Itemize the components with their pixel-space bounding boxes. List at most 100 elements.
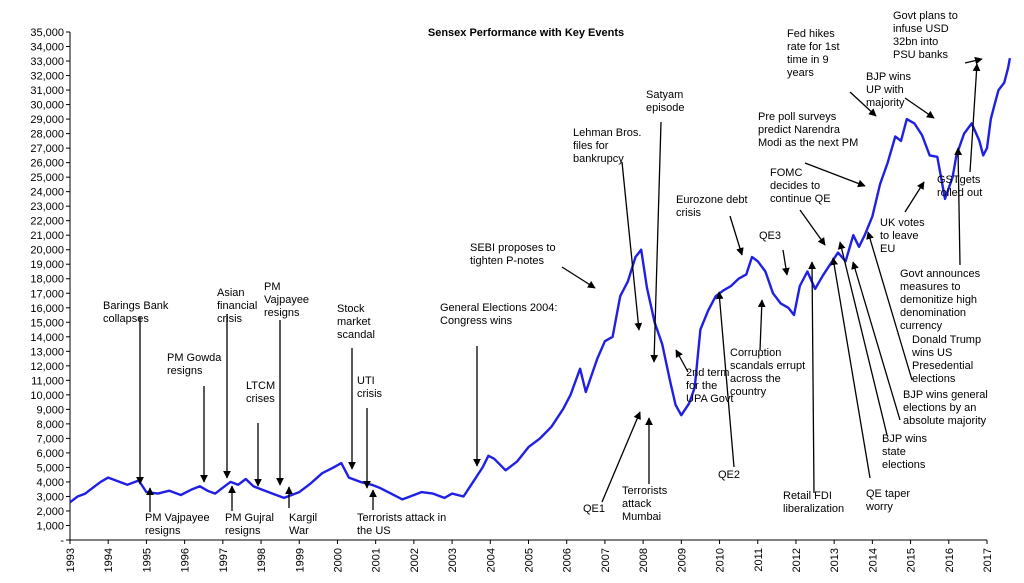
y-tick-label: 14,000	[30, 332, 64, 344]
event-label: Govt announces measures to demonitize high…	[900, 268, 981, 332]
event-annotation: BJP wins general elections by an absolute …	[851, 261, 988, 427]
event-annotation: PM Gowda resigns	[167, 352, 222, 483]
event-annotation: Fed hikes rate for 1st time in 9 years	[787, 28, 877, 117]
y-tick-label: 30,000	[30, 100, 64, 112]
x-axis: 1993 1994 1995 1996 1997 1998 1999 2000 2001 2002…	[65, 539, 994, 572]
event-label: Donald Trump wins US Presedential elections	[911, 334, 981, 385]
y-tick-label: 24,000	[30, 187, 64, 199]
event-annotation: UTI crisis	[357, 375, 383, 489]
event-label: Terrorists attack in the US	[357, 512, 446, 537]
x-tick-label: 2001	[371, 548, 383, 572]
event-annotation: Govt announces measures to demonitize high…	[900, 147, 981, 332]
y-tick-label: 27,000	[30, 143, 64, 155]
y-tick-label: 2,000	[36, 506, 64, 518]
x-tick-label: 2010	[715, 548, 727, 572]
event-label: SEBI proposes to tighten P-notes	[470, 242, 556, 267]
y-tick-label: 6,000	[36, 448, 64, 460]
x-tick-label: 2014	[867, 548, 879, 572]
y-tick-label: 12,000	[30, 361, 64, 373]
event-annotation: SEBI proposes to tighten P-notes	[470, 242, 596, 289]
event-label: UK votes to leave EU	[880, 217, 925, 255]
event-label: BJP wins state elections	[882, 433, 928, 471]
y-tick-label: 17,000	[30, 288, 64, 300]
y-tick-label: 10,000	[30, 390, 64, 402]
event-label: QE3	[759, 230, 781, 242]
x-tick-label: 2007	[600, 548, 612, 572]
x-tick-label: 2013	[829, 548, 841, 572]
event-label: Pre poll surveys predict Narendra Modi as …	[758, 111, 858, 149]
event-annotation: Stock market scandal	[337, 303, 375, 470]
y-tick-label: -	[60, 535, 64, 547]
event-arrow	[866, 231, 913, 381]
event-annotation: QE taper worry	[830, 257, 910, 513]
x-tick-label: 2005	[524, 548, 536, 572]
sensex-series-line	[69, 57, 1012, 504]
event-annotation: Kargil War	[285, 486, 317, 537]
event-label: QE taper worry	[865, 488, 910, 513]
event-label: General Elections 2004: Congress wins	[440, 302, 557, 327]
y-tick-label: 16,000	[30, 303, 64, 315]
y-tick-label: 25,000	[30, 172, 64, 184]
y-tick-label: 28,000	[30, 129, 64, 141]
event-arrow	[964, 56, 983, 65]
event-label: Barings Bank collapses	[103, 300, 169, 325]
y-tick-label: 22,000	[30, 216, 64, 228]
y-tick-label: 21,000	[30, 230, 64, 242]
event-annotation: QE2	[715, 291, 740, 481]
y-tick-label: 32,000	[30, 71, 64, 83]
event-arrow	[837, 241, 888, 436]
y-tick-label: 9,000	[36, 404, 64, 416]
event-annotation: UK votes to leave EU	[880, 181, 925, 255]
event-label: Stock market scandal	[337, 303, 375, 341]
event-annotation: General Elections 2004: Congress wins	[440, 302, 557, 467]
event-label: PM Vajpayee resigns	[264, 281, 309, 319]
event-arrow	[904, 181, 925, 213]
event-arrow	[851, 261, 901, 421]
x-tick-label: 1999	[294, 548, 306, 572]
event-label: Satyam episode	[646, 89, 685, 114]
event-label: QE2	[718, 469, 740, 481]
event-label: Asian financial crisis	[217, 287, 257, 325]
y-tick-label: 20,000	[30, 245, 64, 257]
y-tick-label: 7,000	[36, 433, 64, 445]
y-axis: - 1,000 2,000 3,000 4,000 5,000 6,000 7,000 8,00…	[30, 27, 71, 547]
event-label: FOMC decides to continue QE	[770, 167, 831, 205]
event-label: PM Vajpayee resigns	[145, 512, 210, 537]
event-annotation: BJP wins UP with majority	[866, 71, 935, 119]
event-arrow	[969, 63, 981, 173]
event-annotation: Satyam episode	[646, 89, 685, 363]
event-label: Kargil War	[289, 512, 317, 537]
x-tick-label: 2002	[409, 548, 421, 572]
event-annotation: FOMC decides to continue QE	[770, 167, 831, 246]
event-annotation: BJP wins state elections	[837, 241, 928, 471]
event-arrow	[830, 257, 871, 479]
x-tick-label: 2015	[906, 548, 918, 572]
event-annotation: Eurozone debt crisis	[676, 194, 748, 256]
x-tick-label: 1996	[180, 548, 192, 572]
chart-title: Sensex Performance with Key Events	[428, 27, 624, 39]
event-label: Fed hikes rate for 1st time in 9 years	[787, 28, 840, 79]
x-tick-label: 1994	[103, 548, 115, 572]
x-tick-label: 2016	[944, 548, 956, 572]
x-tick-label: 2011	[753, 548, 765, 572]
event-annotation: Barings Bank collapses	[103, 300, 169, 485]
y-tick-label: 26,000	[30, 158, 64, 170]
event-annotation: Lehman Bros. files for bankrupcy	[573, 127, 643, 331]
plot-area	[69, 57, 1012, 504]
x-tick-label: 1997	[218, 548, 230, 572]
event-arrow	[954, 147, 963, 266]
event-annotation: PM Vajpayee resigns	[264, 281, 309, 486]
y-tick-label: 4,000	[36, 477, 64, 489]
event-label: Corruption scandals errupt across the count…	[730, 347, 805, 398]
x-tick-label: 2008	[638, 548, 650, 572]
event-arrow	[808, 261, 816, 494]
event-label: BJP wins UP with majority	[866, 71, 912, 109]
event-annotation: Govt plans to infuse USD 32bn into PSU bank…	[893, 10, 983, 65]
event-annotation: Asian financial crisis	[217, 287, 257, 479]
event-label: QE1	[583, 503, 605, 515]
event-arrow	[782, 249, 790, 276]
event-arrow	[601, 411, 641, 503]
event-arrow	[650, 121, 662, 363]
event-arrow	[757, 299, 766, 351]
